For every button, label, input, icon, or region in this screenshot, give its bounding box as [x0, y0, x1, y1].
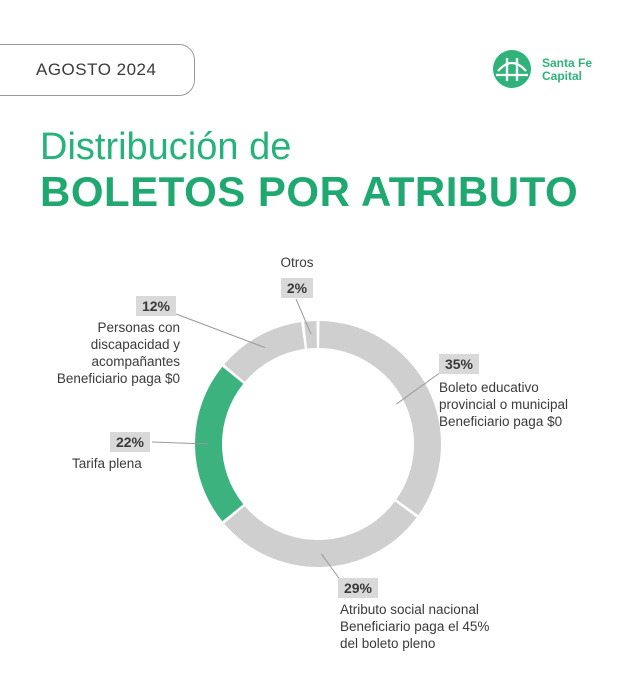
value-label-1: 29% [344, 580, 373, 596]
value-label-0: 35% [445, 356, 474, 372]
leader-line-1 [321, 553, 342, 582]
bridge-icon [493, 50, 531, 88]
slice-description-1-0: Atributo social nacional [340, 602, 479, 617]
slice-description-2-0: Tarifa plena [72, 456, 142, 471]
donut-slice-0 [319, 321, 442, 516]
donut-slice-1 [224, 501, 417, 567]
value-badge-4 [281, 278, 313, 298]
slice-description-3-0: Personas con [97, 320, 180, 335]
value-label-3: 12% [142, 298, 171, 314]
value-badge-2 [110, 432, 150, 452]
leader-line-2 [151, 441, 209, 445]
page-title-line2: BOLETOS POR ATRIBUTO [40, 168, 579, 215]
value-badge-0 [439, 354, 479, 374]
slice-description-3-1: discapacidad y [91, 337, 181, 352]
leader-line-0 [396, 371, 442, 405]
brand-name-line1: Santa Fe [542, 56, 593, 70]
brand-name-line2: Capital [542, 69, 583, 83]
leader-line-4 [295, 298, 312, 335]
donut-slice-3 [224, 322, 305, 382]
donut-slice-4 [304, 321, 317, 349]
value-label-4: 2% [287, 280, 308, 296]
leader-line-3 [175, 313, 266, 349]
slice-description-1-1: Beneficiario paga el 45% [340, 619, 489, 634]
slice-description-0-1: provincial o municipal [439, 397, 568, 412]
slice-description-1-2: del boleto pleno [340, 636, 435, 651]
value-badge-3 [136, 296, 176, 316]
slice-description-0-2: Beneficiario paga $0 [439, 414, 562, 429]
donut-slice-2 [195, 366, 244, 522]
date-label: AGOSTO 2024 [36, 60, 157, 79]
slice-description-4-0: Otros [280, 255, 313, 270]
value-badge-1 [338, 578, 378, 598]
slice-description-3-3: Beneficiario paga $0 [57, 371, 180, 386]
value-label-2: 22% [116, 434, 145, 450]
slice-description-0-0: Boleto educativo [439, 380, 539, 395]
page-title-line1: Distribución de [40, 126, 292, 168]
slice-description-3-2: acompañantes [91, 354, 180, 369]
date-pill [0, 44, 195, 96]
